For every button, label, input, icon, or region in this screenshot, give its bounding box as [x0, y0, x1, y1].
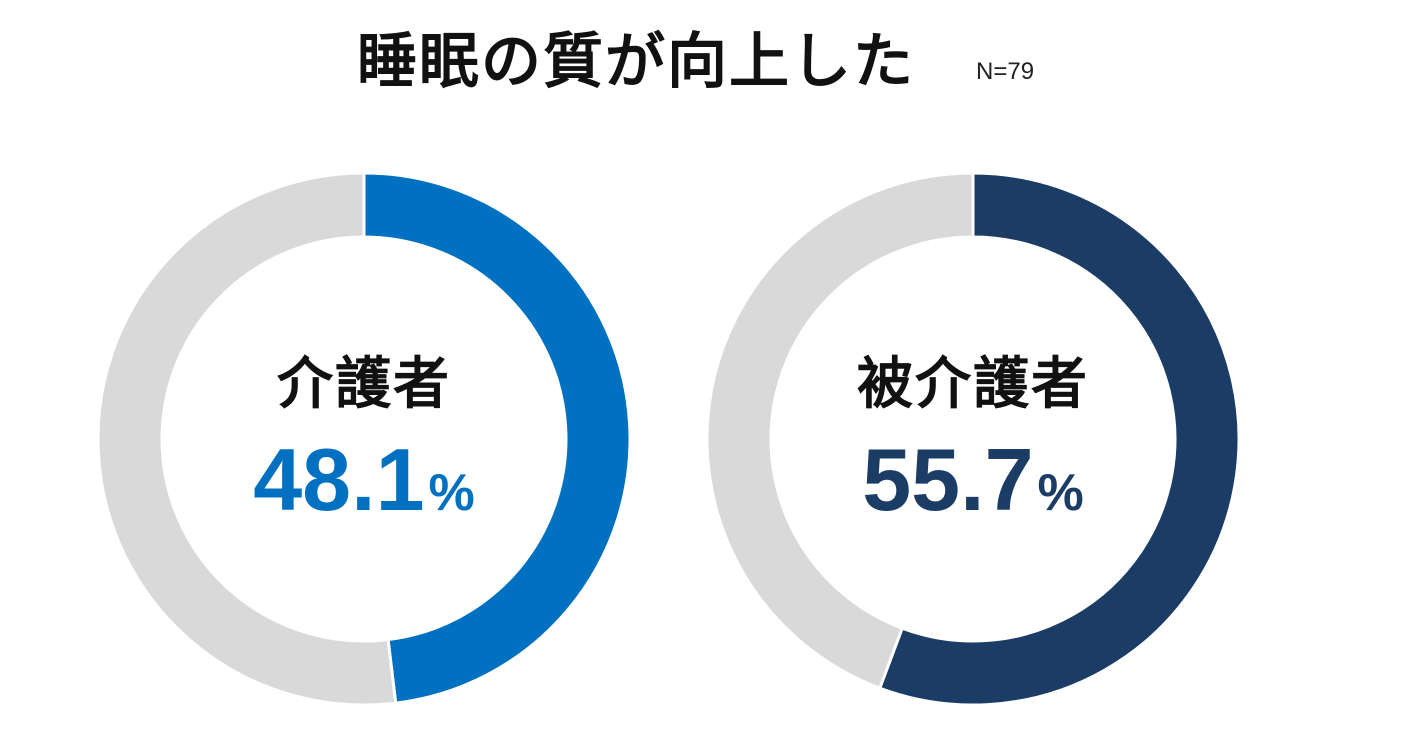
value-unit-care-receiver: % [1037, 464, 1084, 522]
value-unit-caregiver: % [428, 464, 475, 522]
donut-chart-caregiver: 介護者 48.1% [97, 172, 631, 706]
donut-chart-care-receiver: 被介護者 55.7% [706, 172, 1240, 706]
sample-size-label: N=79 [976, 58, 1035, 85]
value-number-caregiver: 48.1 [253, 430, 425, 529]
slice-caregiver-remainder [97, 172, 398, 706]
value-label-caregiver: 48.1% [97, 430, 631, 556]
value-label-care-receiver: 55.7% [706, 430, 1240, 556]
category-label-caregiver: 介護者 [277, 352, 451, 417]
value-number-care-receiver: 55.7 [862, 430, 1034, 529]
donut-svg-care-receiver [706, 172, 1240, 706]
slice-caregiver-improved [362, 172, 631, 705]
slice-care-receiver-remainder [706, 172, 975, 691]
donut-svg-caregiver [97, 172, 631, 706]
category-label-care-receiver: 被介護者 [857, 352, 1089, 417]
chart-header: 睡眠の質が向上した N=79 [0, 12, 1409, 112]
slice-care-receiver-improved [877, 172, 1240, 706]
chart-title: 睡眠の質が向上した [357, 27, 915, 97]
